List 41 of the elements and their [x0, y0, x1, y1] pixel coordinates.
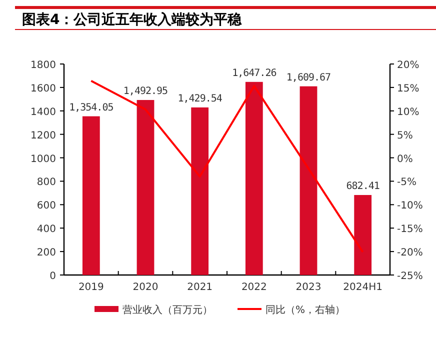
- bar: [136, 100, 154, 275]
- x-tick-label: 2022: [241, 282, 267, 293]
- y-tick-label: 0: [50, 271, 56, 282]
- data-label: 1,609.67: [286, 72, 332, 84]
- y2-tick-label: -25%: [397, 271, 423, 282]
- legend-label: 同比（%，右轴）: [266, 304, 346, 316]
- bar: [300, 86, 318, 275]
- legend-label: 营业收入（百万元）: [122, 304, 212, 316]
- y-tick-label: 200: [36, 248, 56, 259]
- x-tick-label: 2019: [78, 282, 104, 293]
- x-tick-label: 2021: [187, 282, 213, 293]
- bar: [82, 116, 100, 275]
- y-tick-label: 1600: [30, 83, 56, 94]
- y2-tick-label: -10%: [397, 200, 423, 212]
- y2-tick-label: 0%: [397, 154, 413, 165]
- data-label: 1,429.54: [178, 93, 222, 104]
- y-tick-label: 1800: [30, 60, 56, 71]
- x-tick-label: 2023: [296, 282, 322, 293]
- y-tick-label: 1200: [30, 130, 56, 142]
- data-label: 1,492.95: [123, 86, 168, 97]
- y2-tick-label: -5%: [397, 177, 416, 188]
- chart-title: 图表4：公司近五年收入端较为平稳: [22, 11, 243, 28]
- y2-tick-label: 15%: [397, 83, 420, 94]
- y-tick-label: 600: [36, 200, 56, 212]
- x-tick-label: 2020: [132, 282, 158, 293]
- data-label: 682.41: [346, 181, 380, 192]
- y-tick-label: 800: [36, 177, 56, 188]
- y2-tick-label: 5%: [397, 130, 413, 142]
- data-label: 1,647.26: [232, 68, 277, 79]
- y2-tick-label: 10%: [397, 106, 420, 118]
- y2-tick-label: -15%: [397, 224, 423, 236]
- y-tick-label: 400: [36, 224, 56, 236]
- bar: [354, 195, 372, 275]
- bar: [191, 107, 209, 275]
- data-label: 1,354.05: [69, 102, 114, 114]
- y-tick-label: 1400: [30, 106, 56, 118]
- bar: [245, 82, 263, 275]
- x-tick-label: 2024H1: [343, 282, 383, 293]
- y2-tick-label: 20%: [397, 60, 420, 71]
- y-tick-label: 1000: [30, 154, 56, 165]
- y2-tick-label: -20%: [397, 248, 423, 259]
